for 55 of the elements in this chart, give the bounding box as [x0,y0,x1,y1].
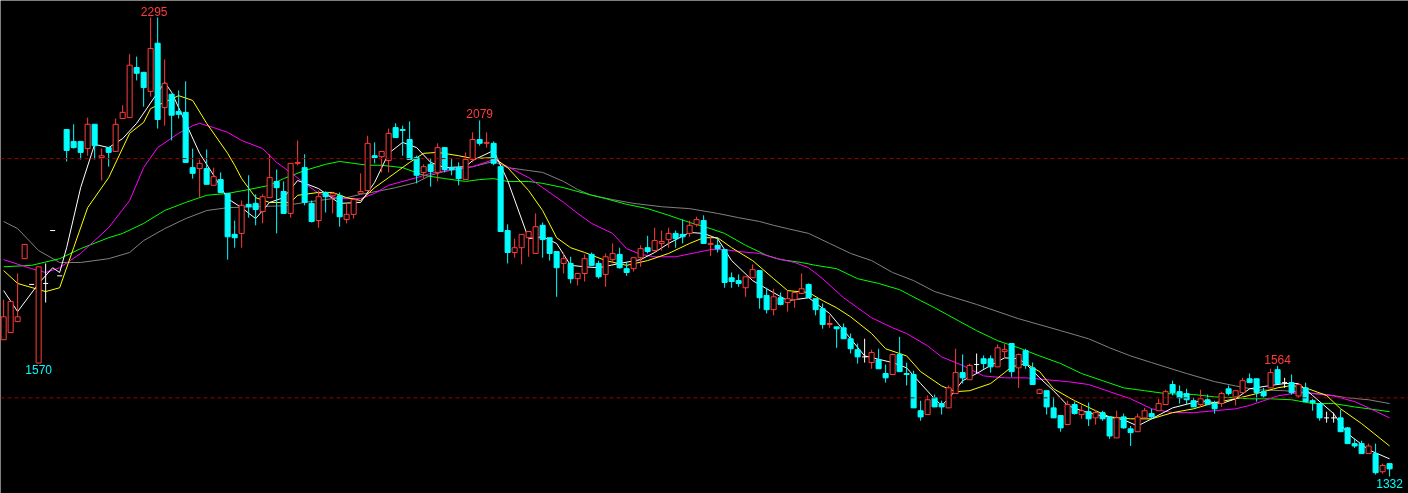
candlestick [973,353,980,375]
candlestick [1043,390,1050,416]
annotation: 2295 [140,4,168,19]
candlestick [280,180,287,214]
candlestick [560,251,567,274]
candlestick [868,349,875,370]
candlestick [203,149,210,185]
candlestick [490,140,497,166]
candlestick [1029,362,1036,386]
candlestick [371,141,378,164]
annotation: 2079 [466,107,494,122]
candlestick [924,394,931,416]
candlestick [105,147,112,168]
candlestick [196,159,203,199]
candlestick [665,227,672,249]
candlestick [91,123,98,161]
candlestick [707,235,714,257]
candlestick [1372,443,1379,476]
candlestick [1288,374,1295,396]
candlestick [1281,377,1288,389]
candlestick [700,214,707,244]
candlestick [427,158,434,188]
candlestick [357,172,364,194]
candlestick [1127,425,1134,447]
candlestick [861,338,868,364]
candlestick [882,363,889,384]
candlestick [315,190,322,229]
candlestick [567,256,574,284]
candlestick [329,192,336,214]
candlestick [189,148,196,180]
annotation: 1564 [1264,352,1292,367]
candlestick [959,353,966,385]
candlestick [1113,410,1120,439]
candlestick [42,262,49,304]
candlestick [1022,348,1029,370]
candlestick [1064,400,1071,426]
annotation: 1332 [1376,476,1404,491]
candlestick [336,191,343,228]
candlestick [217,171,224,193]
candlestick [322,190,329,213]
annotation: 1570 [25,363,53,378]
candlestick [98,148,105,182]
candlestick [770,288,777,316]
candlestick [1085,402,1092,427]
candlestick [476,119,483,147]
candlestick [896,336,903,373]
candlestick [273,169,280,234]
candlestick [917,400,924,422]
candlestick [854,343,861,365]
candlestick [1267,368,1274,389]
candlestick [875,348,882,370]
candlestick [483,131,490,149]
candlestick [616,247,623,270]
candlestick [1015,353,1022,389]
candlestick [826,314,833,329]
